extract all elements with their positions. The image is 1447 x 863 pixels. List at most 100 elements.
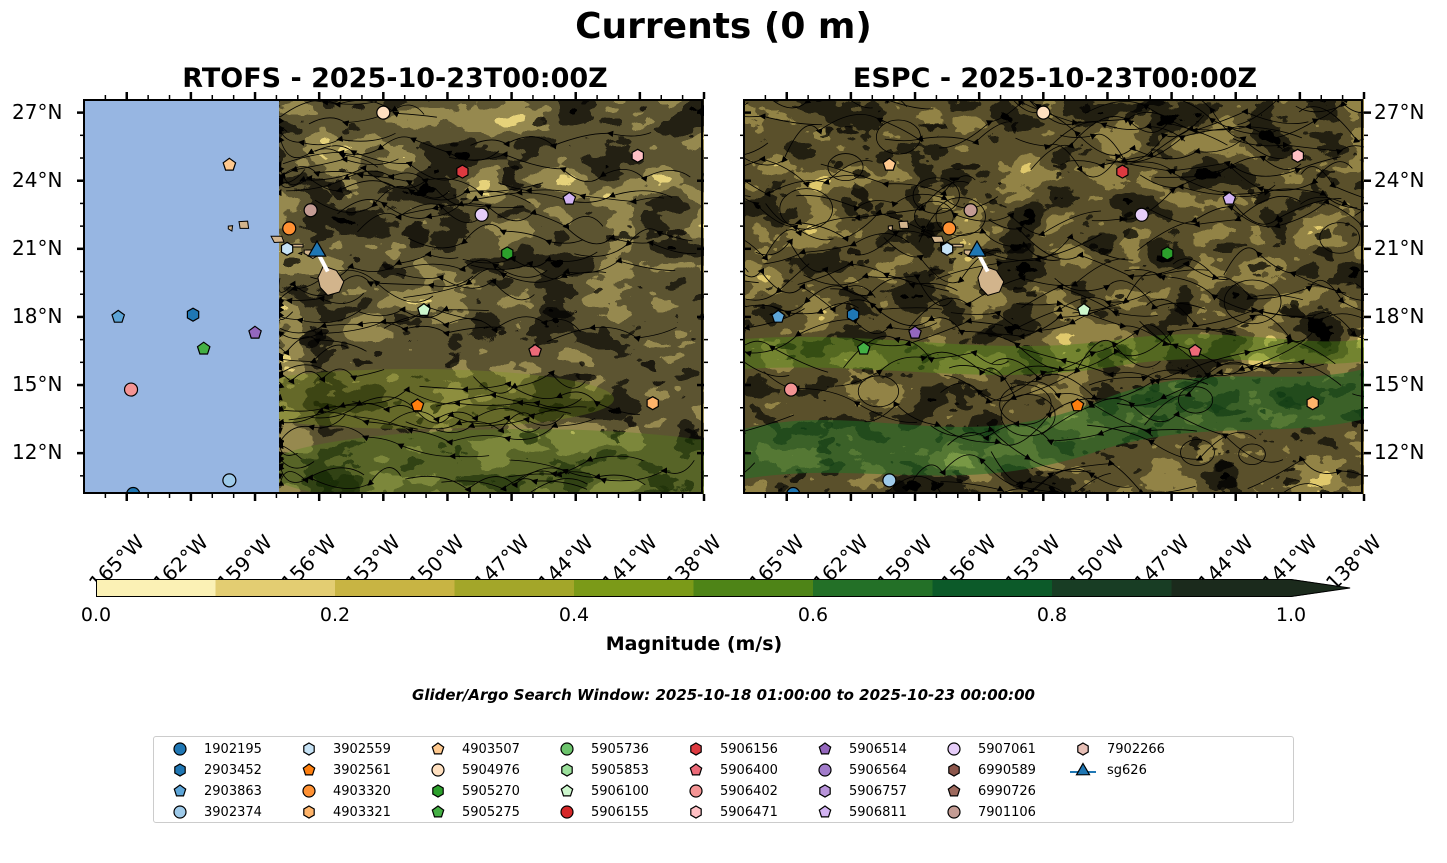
float-marker-4903321[interactable] [646,396,659,411]
colorbar-segment [932,579,1053,597]
legend-marker-icon [1070,762,1096,776]
legend-marker[interactable] [690,742,702,756]
float-marker-5906156[interactable] [1116,164,1129,179]
float-marker-3902559[interactable] [940,241,954,256]
panel-title-espc: ESPC - 2025-10-23T00:00Z [852,63,1258,94]
legend-label: 5906514 [849,741,907,757]
float-marker-7901106[interactable] [963,203,978,218]
float-marker-4903507[interactable] [222,157,237,171]
float-marker-5907061[interactable] [1134,207,1149,222]
legend-entry-4903507: 4903507 [424,739,520,759]
float-marker-5905270[interactable] [1161,246,1174,261]
legend-marker[interactable] [818,805,832,818]
streamline [546,324,677,343]
legend-marker[interactable] [947,784,961,797]
streamline [1237,99,1364,125]
legend-entry-7901106: 7901106 [940,802,1036,822]
streamline [744,160,873,198]
float-marker-3902374[interactable] [222,473,237,488]
legend-marker[interactable] [948,763,960,777]
legend-marker[interactable] [947,805,961,819]
float-marker-7901106[interactable] [303,203,318,218]
float-marker-4903507[interactable] [882,157,897,171]
float-marker-5906811[interactable] [1222,191,1237,205]
float-marker-5906400[interactable] [528,343,543,357]
legend-marker[interactable] [302,763,316,776]
float-marker-5905275[interactable] [196,341,211,355]
float-marker-5906811[interactable] [562,191,577,205]
legend-marker[interactable] [431,763,445,777]
legend-marker[interactable] [174,763,186,777]
float-marker-4903320[interactable] [282,221,297,236]
float-marker-2903863[interactable] [111,309,126,323]
float-marker-5906471[interactable] [631,148,645,163]
legend-marker-icon [302,784,316,798]
float-marker-3902374[interactable] [882,473,897,488]
float-marker-4903321[interactable] [1306,396,1319,411]
legend-marker[interactable] [818,742,832,755]
float-marker-5905275[interactable] [856,341,871,355]
legend-marker[interactable] [173,805,187,819]
legend-marker-icon [173,742,187,756]
legend-marker[interactable] [303,742,315,756]
legend-marker[interactable] [431,742,445,755]
legend-marker-icon [432,784,444,798]
float-marker-3902559[interactable] [280,241,294,256]
streamline [310,250,459,281]
legend-marker[interactable] [1075,762,1091,776]
legend-label: 5906156 [720,741,778,757]
legend-marker[interactable] [947,742,961,756]
island [297,251,303,256]
float-marker-5905270[interactable] [501,246,514,261]
glider-marker-sg626[interactable] [307,239,327,257]
float-marker-5906402[interactable] [783,382,799,397]
float-marker-5906402[interactable] [123,382,139,397]
float-marker-5906100[interactable] [416,302,431,316]
legend-marker[interactable] [1077,742,1089,756]
colorbar-tick-label: 1.0 [1275,604,1307,626]
legend-marker[interactable] [303,805,315,819]
streamline [763,233,910,265]
rtofs-map[interactable] [84,99,704,494]
float-marker-5907061[interactable] [474,207,489,222]
streamline [383,315,581,334]
legend-marker[interactable] [690,805,702,819]
legend-marker[interactable] [818,763,832,777]
float-marker-5906156[interactable] [456,164,469,179]
float-marker-5906471[interactable] [1291,148,1305,163]
legend-marker[interactable] [432,784,444,798]
colorbar-segment [215,579,336,597]
glider-marker-sg626[interactable] [967,239,987,257]
float-marker-5906514[interactable] [248,325,262,339]
legend-marker[interactable] [560,784,574,797]
float-marker-5904976[interactable] [376,105,391,120]
streamline [744,285,805,331]
legend-marker[interactable] [561,763,573,777]
float-marker-3902561[interactable] [1070,398,1085,412]
legend-marker[interactable] [560,742,574,756]
espc-map[interactable] [744,99,1364,494]
float-marker-3902561[interactable] [410,398,425,412]
legend-label: 5906564 [849,762,907,778]
float-marker-5906400[interactable] [1188,343,1203,357]
legend-label: 5906155 [591,804,649,820]
float-marker-5906100[interactable] [1076,302,1091,316]
legend-marker[interactable] [173,742,187,756]
legend-marker[interactable] [689,763,703,776]
legend-marker[interactable] [173,784,187,797]
legend-marker[interactable] [819,784,831,798]
legend-marker[interactable] [431,805,445,818]
streamline [563,224,697,255]
float-marker-2903452[interactable] [186,307,200,322]
float-marker-2903863[interactable] [771,309,786,323]
legend-marker[interactable] [560,805,574,819]
legend-marker[interactable] [689,784,703,798]
legend-marker[interactable] [302,784,316,798]
float-marker-5906514[interactable] [908,325,922,339]
float-marker-5904976[interactable] [1036,105,1051,120]
float-marker-4903320[interactable] [942,221,957,236]
colorbar-outline [96,579,1351,597]
legend-marker-icon [303,742,315,756]
streamline [473,370,586,394]
float-marker-2903452[interactable] [846,307,860,322]
